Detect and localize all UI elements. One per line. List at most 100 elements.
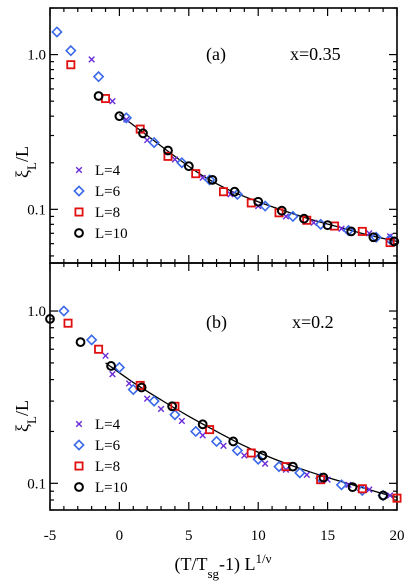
panel-b-markers	[45, 305, 402, 503]
data-point-diamond	[65, 44, 77, 57]
panel-b-y-tick-labels: 0.1 1.0	[27, 304, 46, 492]
data-point-circle	[45, 314, 55, 324]
data-point-square	[357, 226, 367, 236]
panel-a-y-tick-labels: 0.1 1.0	[27, 48, 46, 219]
legend-label: L=10	[95, 226, 128, 242]
panel-b-fit-curve	[105, 362, 398, 498]
legend-label: L=6	[95, 438, 121, 454]
panel-b-label: (b)	[206, 312, 227, 333]
data-point-cross	[88, 56, 95, 63]
data-point-circle	[346, 226, 357, 237]
data-point-cross	[220, 442, 227, 450]
data-point-diamond	[113, 361, 126, 374]
legend-label: L=8	[95, 459, 120, 475]
data-point-circle	[163, 145, 173, 156]
legend-marker-square	[74, 207, 84, 217]
x-tick-label: 20	[390, 528, 405, 544]
data-point-diamond	[252, 453, 264, 465]
data-point-circle	[257, 450, 268, 461]
data-point-square	[163, 151, 173, 161]
data-point-diamond	[335, 479, 348, 491]
data-point-cross	[365, 486, 373, 493]
data-point-square	[66, 60, 76, 70]
data-point-circle	[75, 337, 86, 348]
panel-a-legend: L=4 L=6 L=8 L=10	[73, 163, 128, 242]
data-point-diamond	[231, 188, 244, 201]
data-point-diamond	[190, 425, 202, 438]
data-point-circle	[207, 174, 218, 185]
data-point-circle	[347, 482, 358, 493]
data-point-square	[63, 318, 73, 328]
x-tick-label: 0	[116, 528, 124, 544]
panel-b-annotation: x=0.2	[292, 312, 334, 332]
data-point-square	[218, 187, 228, 197]
data-point-cross	[109, 370, 116, 378]
x-axis-label: (T/Tsg-1) L1/ν	[174, 551, 271, 581]
x-tick-label: -5	[44, 528, 57, 544]
y-tick-label: 0.1	[27, 476, 46, 492]
y-tick-label: 0.1	[27, 202, 46, 218]
data-point-cross	[199, 431, 206, 439]
x-tick-label: 10	[251, 528, 266, 544]
data-point-cross	[171, 156, 179, 163]
legend-label: L=6	[95, 184, 121, 200]
data-point-square	[135, 380, 145, 390]
data-point-circle	[318, 472, 329, 483]
panel-a-fit-curve	[119, 113, 398, 243]
panel-a-ticks	[49, 7, 398, 263]
data-point-circle	[253, 196, 264, 207]
legend-marker-circle	[74, 228, 84, 238]
data-point-cross	[157, 405, 165, 413]
panel-a-y-axis-label: ξL/L	[12, 146, 39, 178]
legend-marker-diamond	[73, 185, 85, 197]
data-point-circle	[368, 232, 379, 243]
panel-a: (a) x=0.35 L=4 L=6 L=8 L=10 0.1 1.0 ξL/L	[12, 7, 400, 264]
y-tick-label: 1.0	[27, 48, 46, 64]
data-point-circle	[93, 91, 104, 101]
data-point-cross	[109, 97, 116, 105]
data-point-diamond	[148, 395, 160, 407]
data-point-diamond	[203, 174, 216, 186]
data-point-cross	[102, 352, 109, 360]
fit-curve	[119, 113, 398, 243]
legend-label: L=4	[95, 417, 121, 433]
x-tick-label: 15	[320, 528, 335, 544]
data-point-circle	[114, 111, 125, 122]
data-point-square	[246, 448, 256, 458]
legend-marker-square	[74, 461, 84, 471]
data-point-circle	[197, 419, 208, 430]
data-point-circle	[167, 401, 178, 412]
data-point-square	[191, 169, 201, 179]
data-point-diamond	[148, 136, 160, 149]
legend-marker-circle	[74, 482, 84, 492]
data-point-cross	[386, 492, 394, 499]
data-point-diamond	[231, 444, 244, 457]
data-point-diamond	[294, 467, 306, 479]
y-tick-label: 1.0	[27, 304, 46, 320]
data-point-circle	[276, 205, 287, 216]
data-point-circle	[288, 461, 298, 472]
fit-curve	[105, 362, 398, 498]
data-point-diamond	[85, 334, 98, 346]
data-point-diamond	[169, 409, 181, 421]
data-point-diamond	[92, 70, 105, 83]
data-point-circle	[136, 382, 147, 393]
data-point-cross	[261, 460, 269, 467]
data-point-diamond	[370, 231, 382, 243]
data-point-circle	[322, 220, 333, 231]
data-point-cross	[227, 191, 234, 198]
data-point-diamond	[58, 305, 70, 317]
legend-marker-cross	[75, 420, 83, 428]
legend-label: L=4	[95, 163, 121, 179]
data-point-square	[357, 484, 367, 494]
legend-label: L=8	[95, 205, 120, 221]
data-point-cross	[178, 417, 186, 425]
data-point-diamond	[210, 435, 223, 448]
panel-b-y-axis-label: ξL/L	[12, 400, 39, 432]
legend-marker-cross	[75, 166, 83, 174]
data-point-diamond	[51, 26, 63, 38]
panel-a-annotation: x=0.35	[290, 44, 341, 64]
data-point-square	[205, 425, 215, 435]
panel-b: (b) x=0.2 L=4 L=6 L=8 L=10 0.1 1.0 ξL/L	[12, 262, 402, 511]
